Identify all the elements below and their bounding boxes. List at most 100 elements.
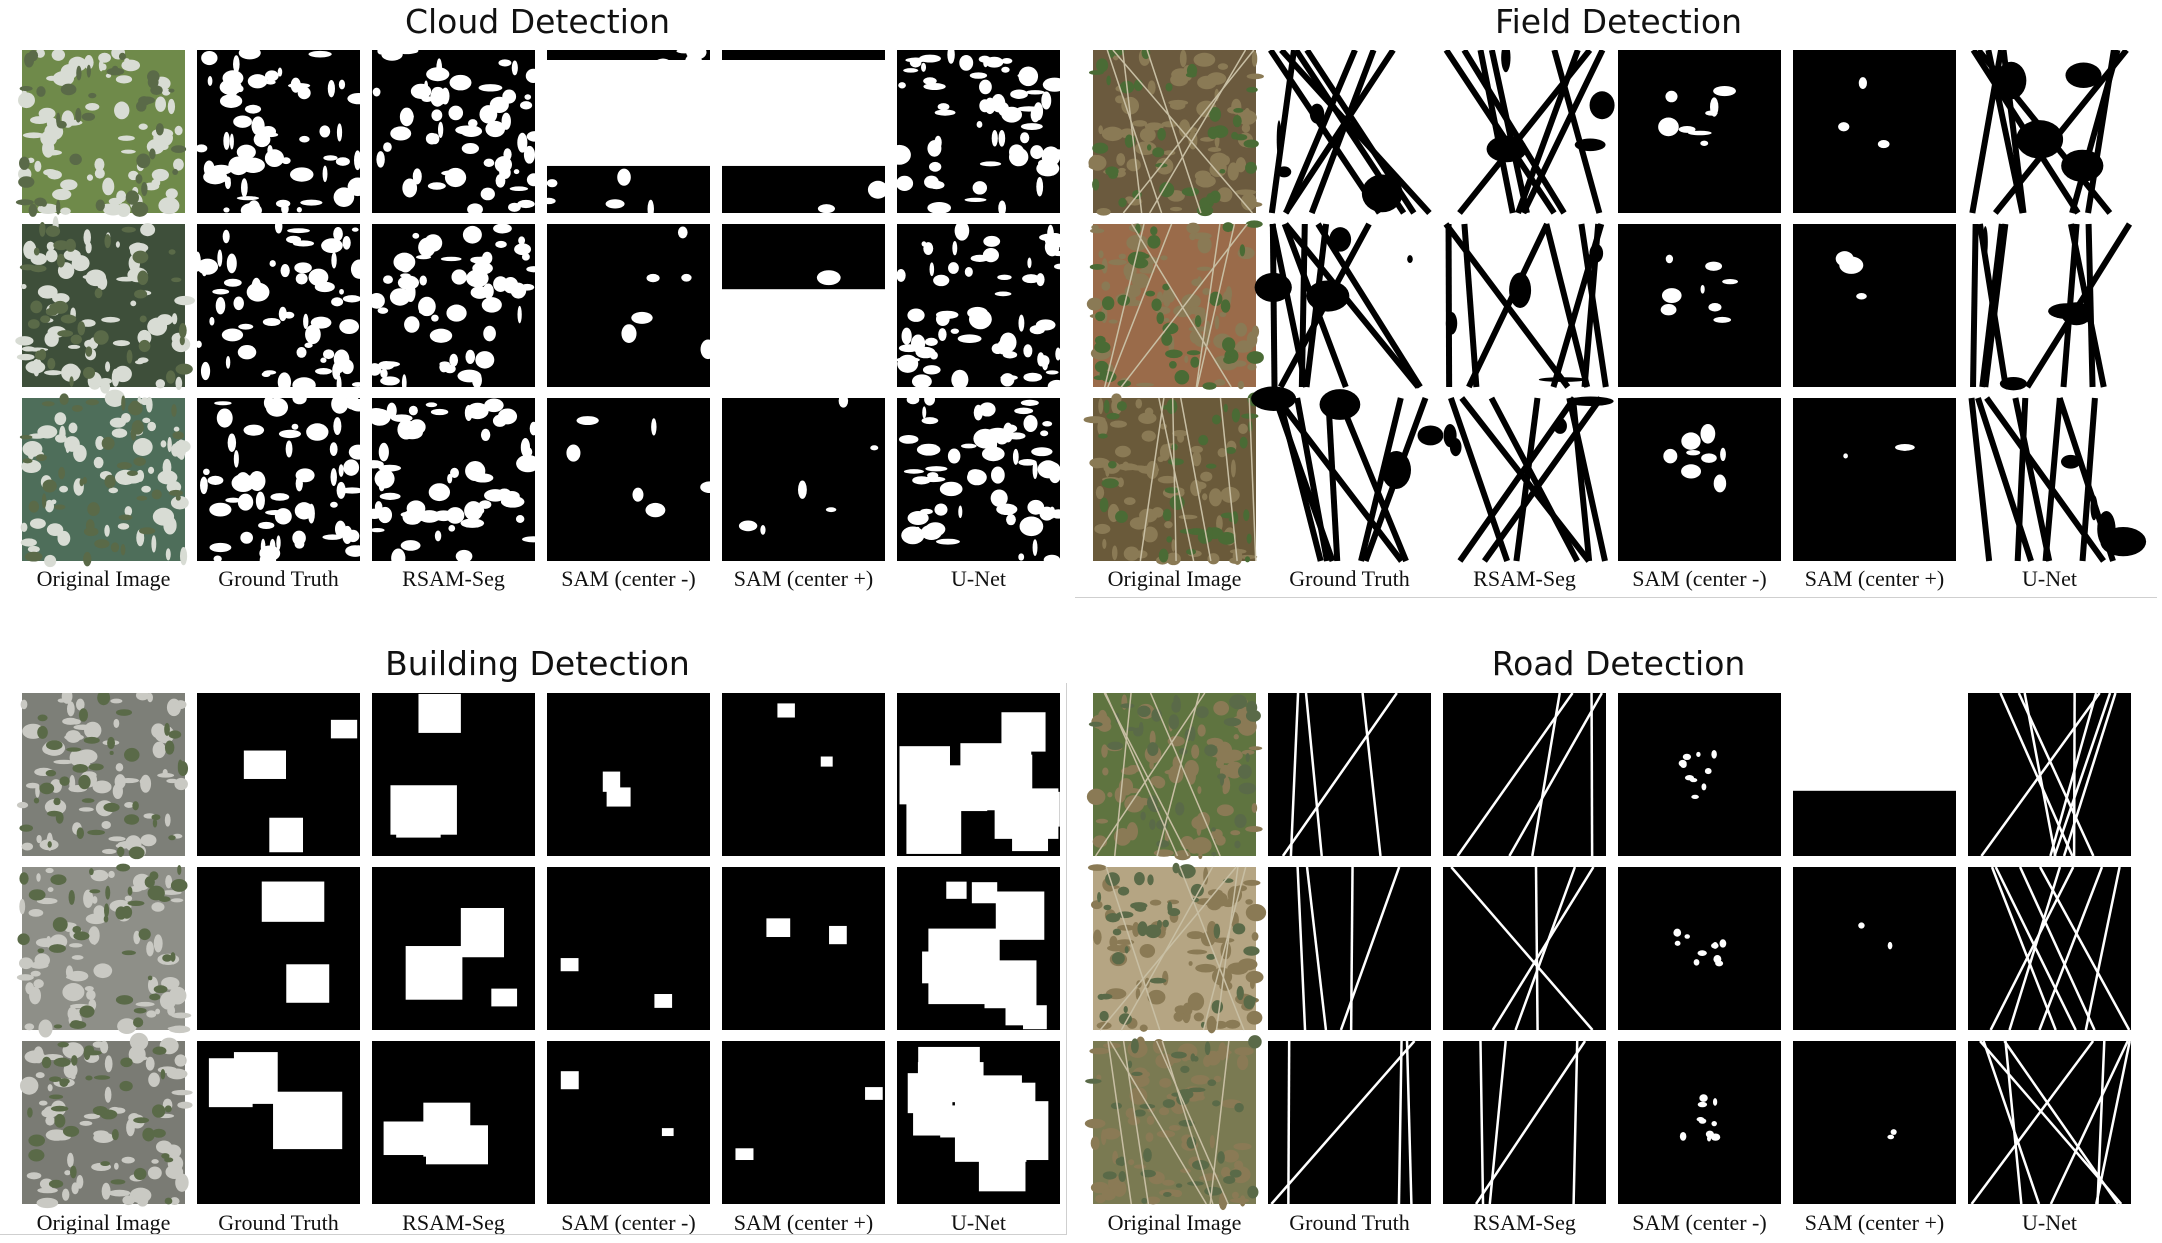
mask-blob [281, 203, 289, 215]
mask-blob [1838, 122, 1850, 132]
mask-blob [1237, 764, 1252, 779]
mask-blob [1202, 382, 1217, 390]
mask-blob [1217, 773, 1226, 780]
mask-blob [110, 1179, 126, 1185]
mask-blob [1032, 539, 1038, 556]
mask-blob [168, 835, 176, 841]
mask-blob [153, 934, 163, 953]
mask-building [995, 891, 1045, 940]
mask-blob [911, 374, 932, 389]
mask-blob [1116, 401, 1127, 411]
mask-blob [244, 104, 262, 114]
mask-blob [129, 1055, 148, 1061]
mask-blob [970, 254, 989, 262]
mask-blob [1103, 399, 1110, 414]
mask-blob [54, 1113, 66, 1128]
mask-blob [88, 763, 104, 771]
mask-building [820, 756, 833, 767]
mask-blob [291, 423, 299, 430]
mask-blob [936, 204, 943, 221]
mask-blob [62, 983, 85, 1002]
mask-blob [347, 92, 370, 105]
mask-blob [1006, 514, 1016, 526]
mask-blob [70, 334, 82, 345]
mask-blob [333, 187, 355, 207]
mask-blob [1173, 1011, 1184, 1022]
divider-bottom [0, 1234, 1066, 1235]
mask-building [1012, 816, 1049, 852]
mask-blob [48, 1179, 64, 1189]
mask-blob [1162, 283, 1170, 291]
mask-blob [83, 229, 92, 246]
mask-region [722, 60, 885, 166]
mask-blob [997, 274, 1012, 281]
column-label: SAM (center -) [1632, 566, 1767, 591]
mask-blob [457, 369, 482, 383]
mask-blob [1232, 114, 1242, 128]
mask-blob [1139, 127, 1156, 142]
mask-blob [377, 307, 389, 314]
mask-blob [20, 283, 27, 290]
mask-blob [71, 1055, 78, 1066]
mask-blob [1171, 443, 1178, 451]
mask-blob [1681, 432, 1701, 450]
mask-blob [1208, 488, 1223, 507]
mask-blob [53, 1057, 71, 1067]
mask-blob [135, 1001, 155, 1007]
mask-blob [967, 306, 988, 319]
mask-blob [173, 158, 184, 171]
mask-blob [986, 427, 1010, 440]
mask-blob [1126, 158, 1141, 172]
tile-r1-c1 [16, 693, 189, 860]
mask-blob [1241, 123, 1251, 133]
mask-blob [36, 873, 41, 882]
mask-line [1397, 1040, 1403, 1205]
mask-blob [26, 1172, 42, 1180]
mask-blob [1146, 1196, 1161, 1205]
mask-line [1572, 1040, 1579, 1205]
tile-r2-c6 [896, 220, 1068, 394]
tile-r2-c5 [1793, 867, 1956, 1030]
mask-blob [576, 416, 599, 426]
mask-line [1514, 866, 1577, 1031]
mask-blob [973, 404, 983, 421]
mask-blob [1132, 921, 1140, 937]
tile-r2-c2 [1254, 222, 1431, 389]
mask-blob [867, 180, 888, 199]
mask-blob [1206, 737, 1224, 747]
mask-blob [67, 1006, 78, 1021]
mask-blob [65, 238, 76, 252]
mask-blob [960, 443, 977, 449]
mask-blob [308, 268, 329, 286]
mask-blob [1246, 73, 1264, 80]
tile-r2-c1 [1086, 220, 1264, 390]
mask-blob [223, 207, 230, 213]
mask-blob [16, 353, 35, 361]
mask-blob [1169, 360, 1177, 369]
mask-region [1793, 693, 1956, 791]
mask-blob [277, 67, 283, 77]
mask-blob [121, 950, 136, 956]
tile-r3-c5 [1793, 398, 1956, 561]
mask-blob [566, 444, 581, 462]
mask-blob [37, 425, 58, 439]
mask-blob [81, 798, 95, 803]
mask-blob [238, 50, 261, 60]
mask-blob [924, 392, 936, 406]
mask-line [1215, 866, 1239, 1031]
mask-blob [366, 508, 383, 519]
mask-blob [1126, 234, 1149, 251]
mask-blob [116, 846, 125, 857]
mask-blob [92, 1105, 108, 1116]
mask-building [273, 1091, 343, 1150]
mask-line [1481, 396, 1604, 563]
mask-blob [117, 135, 135, 141]
mask-blob [1243, 509, 1250, 522]
mask-blob [171, 1089, 193, 1096]
mask-blob [121, 59, 141, 72]
mask-blob [94, 158, 105, 171]
mask-blob [1118, 253, 1127, 260]
mask-blob [1199, 1175, 1218, 1181]
mask-blob [1179, 50, 1187, 68]
mask-blob [142, 417, 151, 424]
